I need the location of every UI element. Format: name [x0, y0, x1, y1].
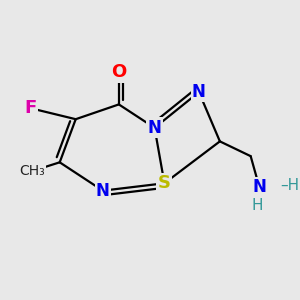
Text: S: S	[158, 174, 171, 192]
Text: N: N	[148, 119, 161, 137]
Text: N: N	[252, 178, 266, 196]
Text: N: N	[96, 182, 110, 200]
Text: N: N	[192, 83, 206, 101]
Text: H: H	[251, 198, 263, 213]
Text: CH₃: CH₃	[20, 164, 46, 178]
Text: O: O	[111, 63, 127, 81]
Text: F: F	[24, 99, 36, 117]
Text: –H: –H	[280, 178, 299, 194]
